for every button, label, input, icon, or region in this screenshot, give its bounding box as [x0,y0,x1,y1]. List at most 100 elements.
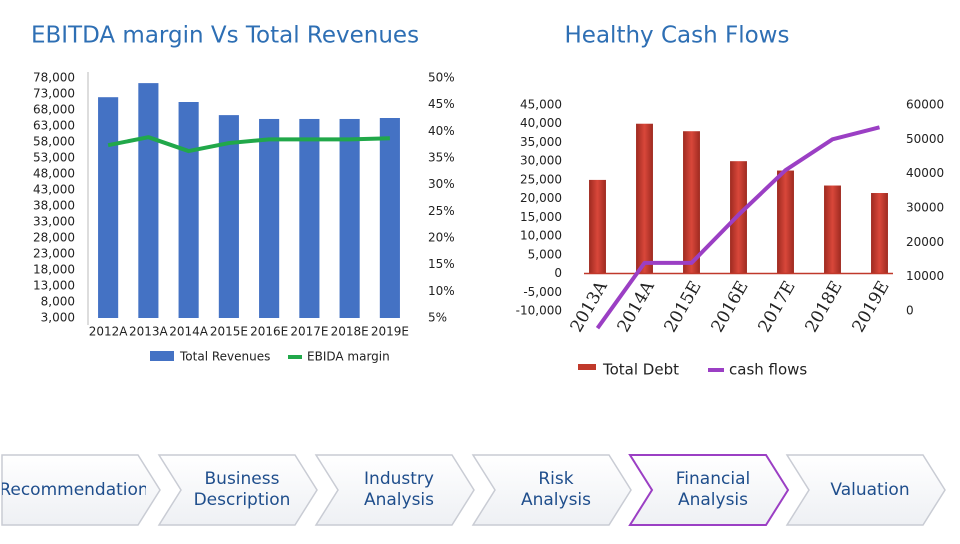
nav-label[interactable]: Financial Analysis [675,469,751,510]
y-tick-label: 68,000 [33,103,75,117]
bar [589,179,606,274]
nav-label-box: Industry Analysis [363,469,435,510]
y2-tick-label: 30000 [906,201,944,215]
y-tick-label: -5,000 [523,285,562,299]
y-tick-label: 73,000 [33,87,75,101]
bar [871,193,888,274]
y-tick-label: 33,000 [33,215,75,229]
x-tick-label: 2018E [331,325,369,339]
chart-title: Healthy Cash Flows [565,23,790,49]
y-tick-label: 63,000 [33,119,75,133]
y2-tick-label: 40000 [906,166,944,180]
legend-label: Total Debt [602,361,679,379]
nav-chevron [157,454,318,526]
x-tick-label: 2019E [371,325,409,339]
y2-tick-label: 5% [428,311,447,325]
x-tick-label: 2017E [290,325,328,339]
nav-label-box: Risk Analysis [520,469,592,510]
x-tick-label: 2017E [755,278,800,336]
legend-label: Total Revenues [179,350,270,364]
y-tick-label: 45,000 [520,98,562,112]
y-tick-label: 48,000 [33,167,75,181]
y2-tick-label: 50000 [906,132,944,146]
y-tick-label: 40,000 [520,116,562,130]
nav-chevron [471,454,632,526]
x-tick-label: 2016E [250,325,288,339]
y2-tick-label: 45% [428,97,455,111]
y-tick-label: 3,000 [41,311,75,325]
y2-tick-label: 35% [428,151,455,165]
y2-tick-label: 30% [428,177,455,191]
nav-chevron [628,454,790,526]
y-tick-label: 78,000 [33,71,75,85]
nav-label[interactable]: Risk Analysis [520,469,592,510]
legend-label: cash flows [729,361,807,379]
y2-tick-label: 25% [428,204,455,218]
y-tick-label: -10,000 [516,304,562,318]
y-tick-label: 8,000 [41,295,75,309]
x-tick-label: 2013A [129,325,169,339]
y2-tick-label: 0 [906,304,914,318]
y2-tick-label: 10000 [906,269,944,283]
nav-label[interactable]: Valuation [830,479,910,500]
bar [98,97,119,318]
y-tick-label: 15,000 [520,210,562,224]
x-tick-label: 2018E [802,278,847,336]
y2-tick-label: 20% [428,231,455,245]
x-tick-label: 2016E [708,278,753,336]
legend-label: EBIDA margin [307,350,390,364]
bar [218,115,239,319]
y2-tick-label: 50% [428,71,455,85]
x-tick-label: 2019E [849,278,894,336]
y-tick-label: 28,000 [33,231,75,245]
y-tick-label: 38,000 [33,199,75,213]
line-series [595,125,880,330]
y-tick-label: 18,000 [33,263,75,277]
y-tick-label: 25,000 [520,172,562,186]
y-tick-label: 5,000 [528,247,562,261]
y-tick-label: 10,000 [520,229,562,243]
y-tick-label: 23,000 [33,247,75,261]
bar [259,118,280,319]
nav-label[interactable]: Industry Analysis [363,469,435,510]
y2-tick-label: 40% [428,124,455,138]
bar [777,170,794,274]
y-tick-label: 0 [554,266,562,280]
nav-chevron [785,454,946,526]
bar [138,83,159,319]
y-tick-label: 58,000 [33,135,75,149]
nav-label-box: Business Description [193,469,291,510]
nav-label-box: Financial Analysis [675,469,751,510]
nav-label-box: Recommendation [2,479,146,500]
y-tick-label: 20,000 [520,191,562,205]
bar [636,123,653,274]
y2-tick-label: 20000 [906,235,944,249]
nav-label[interactable]: Recommendation [2,479,146,500]
bar [379,118,400,318]
legend-swatch [578,364,596,370]
x-tick-label: 2014A [614,277,659,336]
x-tick-label: 2015E [661,278,706,336]
y-tick-label: 53,000 [33,151,75,165]
y-tick-label: 43,000 [33,183,75,197]
nav-label-box: Valuation [830,479,910,500]
bar [178,102,199,318]
y-tick-label: 13,000 [33,279,75,293]
x-tick-label: 2014A [169,325,209,339]
bar [299,118,320,319]
legend-swatch [150,351,174,361]
bar [683,131,700,274]
chart-title: EBITDA margin Vs Total Revenues [31,23,419,49]
y2-tick-label: 10% [428,284,455,298]
line-series [107,135,390,154]
x-tick-label: 2013A [567,277,612,336]
nav-chevron [1,454,161,526]
x-tick-label: 2015E [210,325,248,339]
nav-chevron [314,454,475,526]
y2-tick-label: 15% [428,257,455,271]
y-tick-label: 35,000 [520,135,562,149]
y2-tick-label: 60000 [906,98,944,112]
nav-label[interactable]: Business Description [193,469,291,510]
